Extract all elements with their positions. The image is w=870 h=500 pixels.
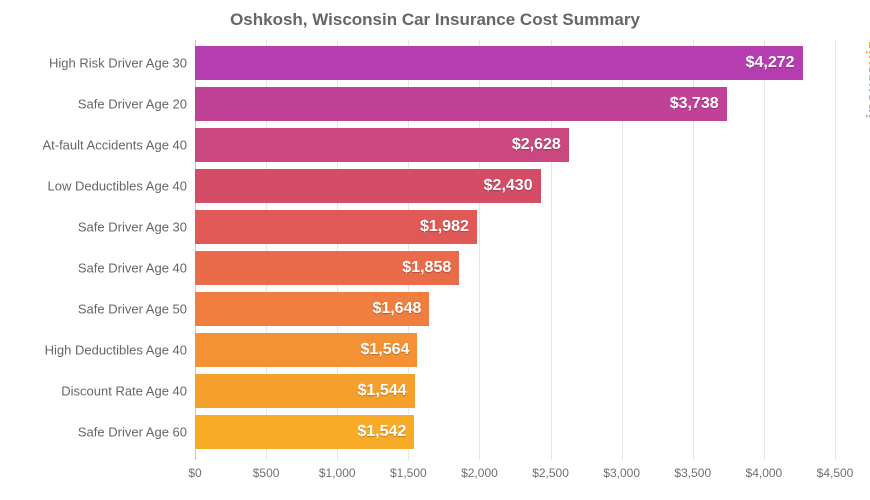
- bar-value-label: $1,858: [402, 259, 451, 277]
- x-tick-label: $4,500: [817, 466, 854, 480]
- x-tick-label: $1,500: [390, 466, 427, 480]
- bar-value-label: $2,628: [512, 136, 561, 154]
- y-category-label: Safe Driver Age 60: [78, 425, 187, 440]
- bar-value-label: $1,542: [357, 423, 406, 441]
- bar-value-label: $1,564: [360, 341, 409, 359]
- bar-value-label: $3,738: [670, 95, 719, 113]
- bar-value-label: $2,430: [484, 177, 533, 195]
- bar: $1,542Safe Driver Age 60: [195, 415, 414, 449]
- bar-value-label: $1,648: [372, 300, 421, 318]
- chart-container: Oshkosh, Wisconsin Car Insurance Cost Su…: [0, 0, 870, 500]
- gridline: [764, 40, 765, 460]
- gridline: [835, 40, 836, 460]
- y-category-label: High Risk Driver Age 30: [49, 56, 187, 71]
- x-tick-label: $500: [253, 466, 280, 480]
- x-tick-label: $2,500: [532, 466, 569, 480]
- bar: $3,738Safe Driver Age 20: [195, 87, 727, 121]
- bar: $2,628At-fault Accidents Age 40: [195, 128, 569, 162]
- chart-title: Oshkosh, Wisconsin Car Insurance Cost Su…: [0, 0, 870, 30]
- y-category-label: Safe Driver Age 30: [78, 220, 187, 235]
- y-category-label: Safe Driver Age 20: [78, 97, 187, 112]
- x-tick-label: $2,000: [461, 466, 498, 480]
- bar-value-label: $1,544: [358, 382, 407, 400]
- x-tick-label: $1,000: [319, 466, 356, 480]
- x-tick-label: $4,000: [746, 466, 783, 480]
- bar: $1,648Safe Driver Age 50: [195, 292, 429, 326]
- y-category-label: Discount Rate Age 40: [61, 384, 187, 399]
- watermark: insuraviz: [864, 40, 870, 118]
- bar: $1,858Safe Driver Age 40: [195, 251, 459, 285]
- plot-area: $0$500$1,000$1,500$2,000$2,500$3,000$3,5…: [195, 40, 835, 460]
- watermark-accent: viz: [864, 40, 870, 64]
- bar-value-label: $4,272: [746, 54, 795, 72]
- bar: $1,564High Deductibles Age 40: [195, 333, 417, 367]
- y-category-label: At-fault Accidents Age 40: [42, 138, 187, 153]
- x-tick-label: $0: [188, 466, 201, 480]
- y-category-label: Safe Driver Age 40: [78, 261, 187, 276]
- x-tick-label: $3,500: [674, 466, 711, 480]
- y-category-label: Low Deductibles Age 40: [48, 179, 187, 194]
- y-category-label: Safe Driver Age 50: [78, 302, 187, 317]
- bar-value-label: $1,982: [420, 218, 469, 236]
- watermark-prefix: insura: [864, 64, 870, 118]
- bar: $1,544Discount Rate Age 40: [195, 374, 415, 408]
- y-category-label: High Deductibles Age 40: [45, 343, 187, 358]
- bar: $2,430Low Deductibles Age 40: [195, 169, 541, 203]
- x-tick-label: $3,000: [603, 466, 640, 480]
- bar: $1,982Safe Driver Age 30: [195, 210, 477, 244]
- bar: $4,272High Risk Driver Age 30: [195, 46, 803, 80]
